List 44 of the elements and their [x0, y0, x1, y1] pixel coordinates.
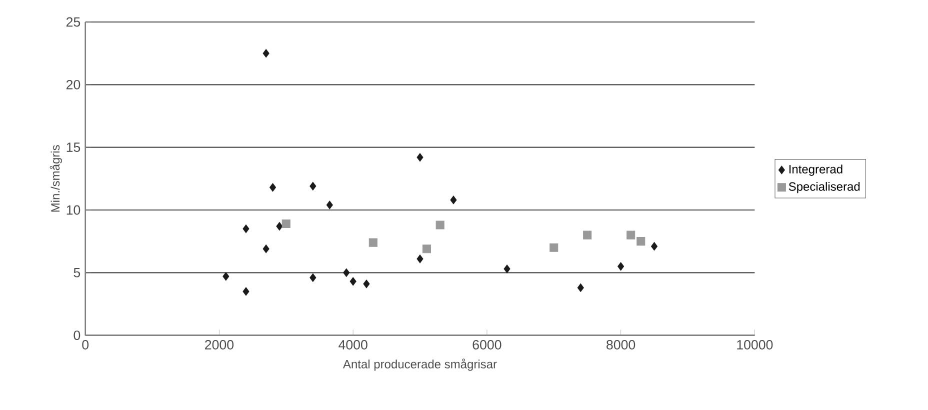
point	[618, 262, 624, 271]
x-tick-label: 10000	[737, 340, 773, 350]
y-tick-label: 10	[66, 205, 80, 215]
point	[276, 222, 283, 231]
point	[262, 244, 270, 254]
y-axis-title: Min./smågris	[50, 145, 62, 212]
point	[416, 254, 424, 264]
point	[282, 220, 290, 228]
legend-label: Integrerad	[789, 164, 842, 176]
point	[504, 264, 510, 274]
point	[350, 277, 356, 286]
x-tick-label: 2000	[205, 340, 234, 350]
x-tick-label: 6000	[472, 340, 502, 350]
point	[626, 230, 636, 240]
point	[310, 182, 316, 190]
point	[269, 183, 276, 192]
point	[363, 280, 370, 288]
point	[550, 243, 558, 252]
y-tick-label: 15	[66, 142, 80, 152]
y-tick-label: 20	[66, 80, 80, 90]
y-tick-label: 5	[74, 268, 80, 278]
point	[310, 273, 316, 282]
x-tick-label: 4000	[338, 340, 368, 350]
point	[450, 196, 457, 204]
legend-label: Specialiserad	[788, 182, 860, 194]
point	[242, 287, 250, 296]
point	[242, 224, 250, 234]
point	[416, 153, 424, 162]
point	[583, 230, 592, 240]
point	[422, 244, 431, 254]
point	[262, 49, 270, 58]
point	[222, 272, 230, 281]
point	[368, 238, 378, 247]
point	[636, 237, 646, 246]
x-axis-title: Antal producerade smågrisar	[342, 358, 497, 371]
point	[650, 242, 658, 251]
point	[343, 268, 350, 277]
y-tick-label: 0	[74, 330, 80, 340]
point	[436, 220, 444, 230]
point	[577, 283, 584, 292]
x-tick-label: 8000	[606, 340, 636, 350]
x-tick-label: 0	[82, 340, 89, 350]
point	[326, 200, 333, 210]
y-tick-label: 25	[66, 17, 80, 27]
